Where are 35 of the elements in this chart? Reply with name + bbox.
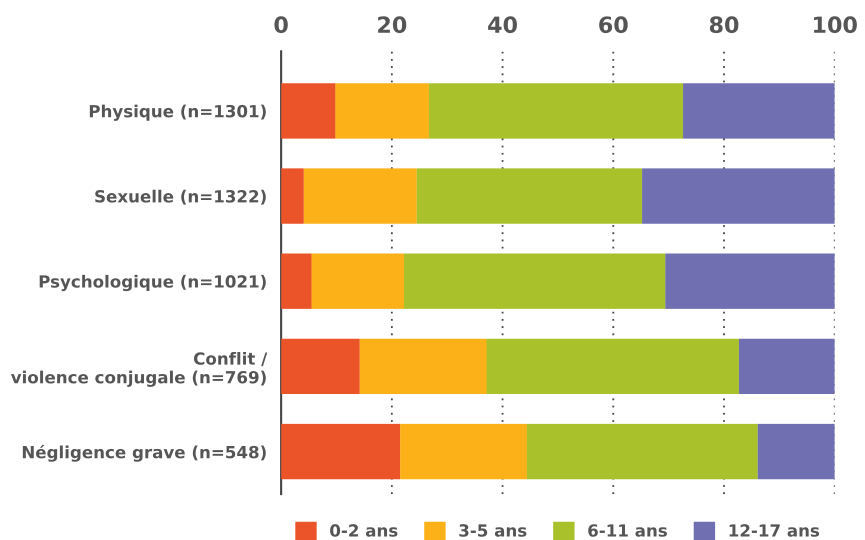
bar [642, 168, 835, 224]
legend-label: 0-2 ans [330, 524, 398, 537]
bar [281, 338, 360, 394]
y-tick-label: Négligence grave (n=548) [22, 444, 266, 462]
bar [416, 168, 642, 224]
legend-label: 6-11 ans [588, 524, 667, 537]
bar [486, 338, 739, 394]
bar [335, 83, 429, 139]
y-tick-label: Physique (n=1301) [90, 104, 266, 121]
x-tick-label: 80 [710, 16, 738, 34]
bar [738, 338, 835, 394]
bar [683, 83, 835, 139]
x-tick-label: 100 [814, 16, 857, 34]
bar [400, 424, 527, 480]
bar [665, 254, 835, 309]
bar [281, 424, 400, 480]
legend-label: 12-17 ans [730, 524, 820, 537]
bar [526, 424, 758, 480]
bar [281, 83, 336, 139]
bar [428, 83, 684, 139]
x-tick-label: 20 [378, 16, 406, 34]
y-tick-label: Conflit / violence conjugale (n=769) [10, 352, 268, 387]
bar [360, 338, 487, 394]
bar [758, 424, 835, 480]
bar [304, 168, 417, 224]
x-tick-label: 40 [488, 16, 517, 34]
legend-label: 3-5 ans [459, 524, 526, 537]
bar [404, 254, 666, 309]
x-tick-label: 0 [274, 16, 288, 34]
y-tick-label: Psychologique (n=1021) [40, 274, 266, 292]
bar [281, 168, 304, 224]
bar [281, 254, 312, 309]
x-tick-label: 60 [599, 16, 628, 34]
y-tick-label: Sexuelle (n=1322) [95, 190, 266, 205]
bar [312, 254, 404, 309]
